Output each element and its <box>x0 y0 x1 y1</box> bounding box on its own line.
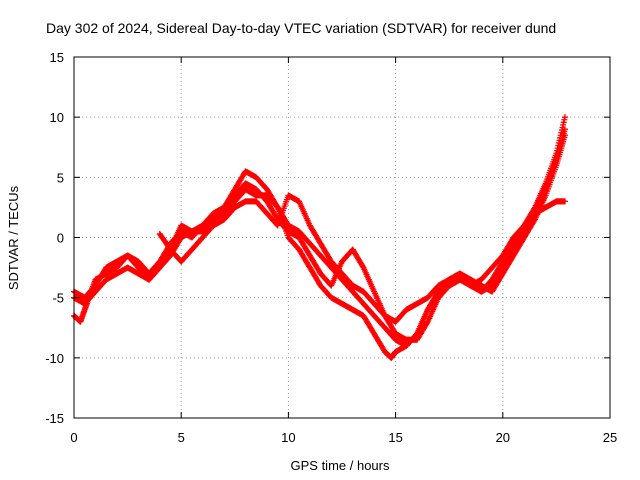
x-tick-label: 5 <box>178 430 185 445</box>
y-tick-label: -15 <box>45 411 64 426</box>
data-point <box>561 198 568 205</box>
y-tick-label: 0 <box>57 231 64 246</box>
data-point <box>561 126 568 133</box>
y-axis-label: SDTVAR / TECUs <box>6 185 21 290</box>
x-tick-label: 10 <box>281 430 295 445</box>
y-tick-label: -10 <box>45 351 64 366</box>
series-trace-b <box>71 132 568 343</box>
axis-ticks: 0 5 10 15 20 25 -15 -10 -5 0 5 10 15 <box>45 50 617 445</box>
x-axis-label: GPS time / hours <box>291 458 390 473</box>
data-point <box>423 320 430 327</box>
y-tick-label: 5 <box>57 170 64 185</box>
x-tick-label: 20 <box>496 430 510 445</box>
series-trace-c <box>71 126 568 349</box>
data-points <box>71 114 568 361</box>
chart-title: Day 302 of 2024, Sidereal Day-to-day VTE… <box>46 20 556 36</box>
y-tick-label: 15 <box>50 50 64 65</box>
x-tick-label: 15 <box>388 430 402 445</box>
y-tick-label: 10 <box>50 110 64 125</box>
x-tick-label: 0 <box>70 430 77 445</box>
data-point <box>359 263 366 270</box>
y-tick-label: -5 <box>52 291 64 306</box>
grid-lines <box>74 57 610 418</box>
series-trace-d <box>156 192 568 325</box>
x-tick-label: 25 <box>603 430 617 445</box>
data-point <box>561 114 568 121</box>
